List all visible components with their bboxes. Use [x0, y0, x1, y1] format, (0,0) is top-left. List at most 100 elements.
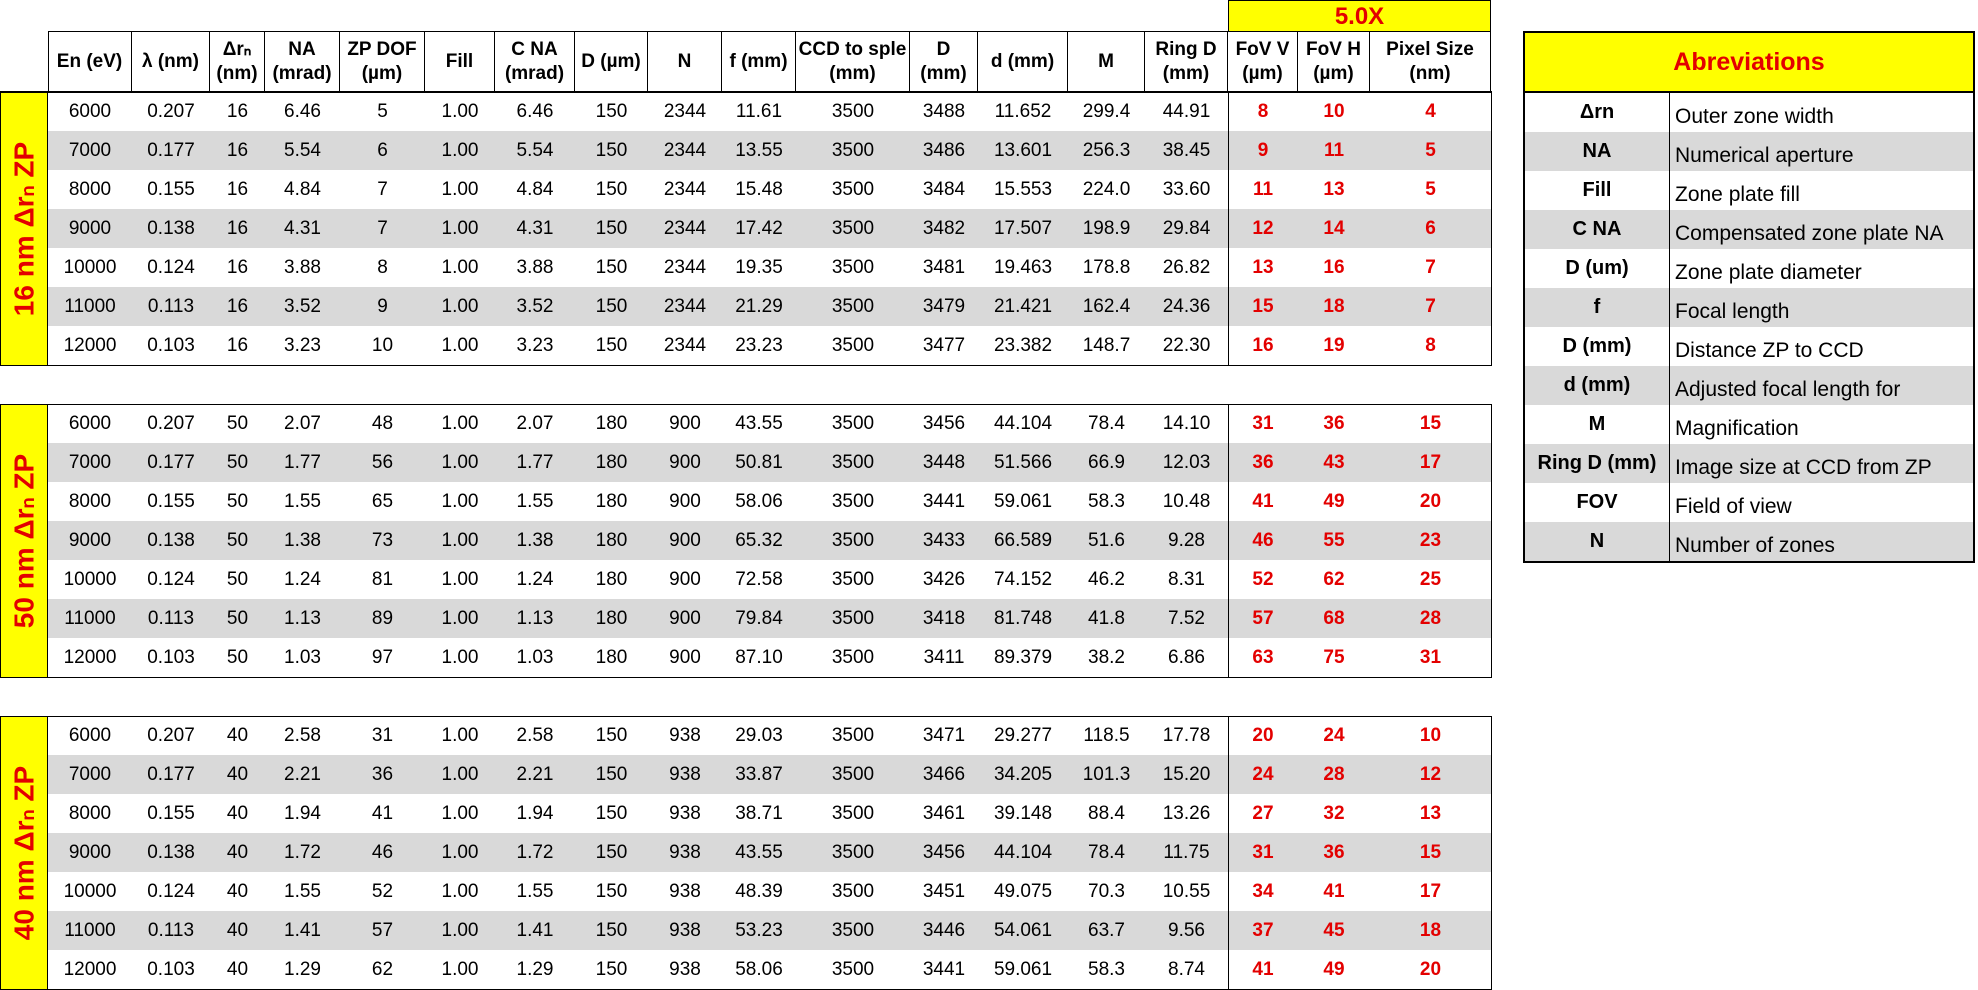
table-cell: 1.00 — [441, 217, 479, 239]
table-cell: 1.00 — [441, 256, 479, 278]
table-cell: 0.155 — [147, 178, 195, 200]
table-cell: 28 — [1323, 763, 1345, 785]
table-cell: 900 — [669, 646, 701, 668]
table-cell: 1.77 — [516, 451, 554, 473]
table-cell: 49 — [1323, 490, 1345, 512]
column-header: λ (nm) — [132, 32, 210, 92]
table-row: 12000 0.103 16 3.23 10 1.00 3.23 150 2344 23.23 35… — [48, 326, 1491, 365]
table-cell: 68 — [1323, 607, 1345, 629]
table-cell: 7.52 — [1168, 607, 1205, 629]
table-cell: 3461 — [922, 802, 966, 824]
abbreviation-definition: Zone plate diameter — [1675, 261, 1862, 284]
table-cell: 180 — [595, 529, 628, 551]
table-cell: 1.38 — [516, 529, 554, 551]
table-cell: 17.507 — [993, 217, 1053, 239]
column-header: NA (mrad) — [265, 32, 340, 92]
table-cell: 13.26 — [1162, 802, 1211, 824]
table-cell: 16 — [226, 295, 249, 317]
table-cell: 1.00 — [441, 139, 479, 161]
table-cell: 33.60 — [1162, 178, 1211, 200]
abbreviation-row: N Number of zones — [1525, 522, 1973, 561]
table-cell: 38.71 — [735, 802, 783, 824]
table-cell: 2344 — [663, 256, 707, 278]
table-cell: 3466 — [922, 763, 966, 785]
section-label-text: 16 nm Δrₙ ZP — [8, 141, 39, 317]
table-cell: 150 — [595, 880, 628, 902]
table-cell: 938 — [669, 880, 701, 902]
column-header: d (mm) — [978, 32, 1068, 92]
table-cell: 150 — [595, 256, 628, 278]
table-cell: 11.61 — [735, 100, 783, 122]
table-cell: 3451 — [922, 880, 966, 902]
table-cell: 36 — [1323, 412, 1345, 434]
table-cell: 150 — [595, 217, 628, 239]
abbreviation-key: NA — [1525, 132, 1670, 171]
table-cell: 3500 — [831, 646, 875, 668]
table-cell: 5 — [1425, 178, 1436, 200]
abbreviation-key: f — [1525, 288, 1670, 327]
table-cell: 15.48 — [735, 178, 783, 200]
table-cell: 3500 — [831, 607, 875, 629]
table-cell: 900 — [669, 412, 701, 434]
table-cell: 900 — [669, 568, 701, 590]
table-row: 11000 0.113 16 3.52 9 1.00 3.52 150 2344 21.29 350… — [48, 287, 1491, 326]
table-cell: 3.23 — [516, 334, 554, 356]
table-cell: 40 — [226, 802, 249, 824]
table-cell: 75 — [1323, 646, 1345, 668]
table-cell: 19.463 — [993, 256, 1053, 278]
table-cell: 56 — [371, 451, 394, 473]
table-cell: 40 — [226, 958, 249, 980]
table-cell: 2.21 — [516, 763, 554, 785]
table-cell: 54.061 — [993, 919, 1053, 941]
table-cell: 12 — [1419, 763, 1442, 785]
abbreviation-key: FOV — [1525, 483, 1670, 522]
abbreviation-row: NA Numerical aperture — [1525, 132, 1973, 171]
zone-plate-section: 40 nm Δrₙ ZP 6000 0.207 40 2.58 31 1.00 2.58 150… — [0, 716, 1492, 990]
abbreviation-row: Δrn Outer zone width — [1525, 93, 1973, 132]
table-cell: 16 — [226, 217, 249, 239]
table-cell: 50 — [226, 607, 249, 629]
table-cell: 52 — [371, 880, 394, 902]
abbreviation-definition: Image size at CCD from ZP — [1675, 456, 1932, 479]
table-cell: 24.36 — [1162, 295, 1211, 317]
table-cell: 180 — [595, 607, 628, 629]
table-cell: 18 — [1419, 919, 1442, 941]
table-cell: 9.56 — [1168, 919, 1205, 941]
abbreviation-key: D (mm) — [1525, 327, 1670, 366]
table-cell: 28 — [1419, 607, 1442, 629]
table-cell: 150 — [595, 919, 628, 941]
table-cell: 938 — [669, 724, 701, 746]
table-cell: 3.52 — [284, 295, 321, 317]
table-cell: 1.00 — [441, 178, 479, 200]
table-cell: 31 — [1252, 841, 1274, 863]
table-cell: 27 — [1252, 802, 1274, 824]
table-cell: 7 — [377, 217, 388, 239]
table-cell: 6000 — [68, 412, 112, 434]
table-cell: 148.7 — [1082, 334, 1131, 356]
abbreviation-definition: Adjusted focal length for — [1675, 378, 1901, 401]
table-cell: 19 — [1323, 334, 1345, 356]
section-label: 40 nm Δrₙ ZP — [0, 716, 48, 990]
table-cell: 6000 — [68, 100, 112, 122]
table-cell: 3.88 — [516, 256, 554, 278]
table-cell: 150 — [595, 334, 628, 356]
column-header: Fill — [425, 32, 495, 92]
table-cell: 118.5 — [1083, 724, 1130, 746]
column-header: D (µm) — [575, 32, 648, 92]
table-cell: 0.113 — [147, 919, 195, 941]
table-cell: 11000 — [64, 919, 116, 941]
abbreviation-definition: Field of view — [1675, 495, 1792, 518]
abbreviation-definition: Numerical aperture — [1675, 144, 1854, 167]
abbreviation-key: M — [1525, 405, 1670, 444]
table-cell: 57 — [1252, 607, 1274, 629]
table-cell: 41 — [1323, 880, 1345, 902]
table-cell: 2344 — [663, 139, 707, 161]
table-cell: 1.00 — [441, 334, 479, 356]
table-cell: 62 — [1323, 568, 1345, 590]
table-cell: 3500 — [831, 802, 875, 824]
table-cell: 3456 — [922, 412, 966, 434]
table-cell: 8 — [1257, 100, 1269, 122]
table-row: 12000 0.103 40 1.29 62 1.00 1.29 150 938 58.06 350… — [48, 950, 1491, 989]
table-row: 8000 0.155 50 1.55 65 1.00 1.55 180 900 58.06 3500… — [48, 482, 1491, 521]
table-cell: 11000 — [64, 295, 116, 317]
